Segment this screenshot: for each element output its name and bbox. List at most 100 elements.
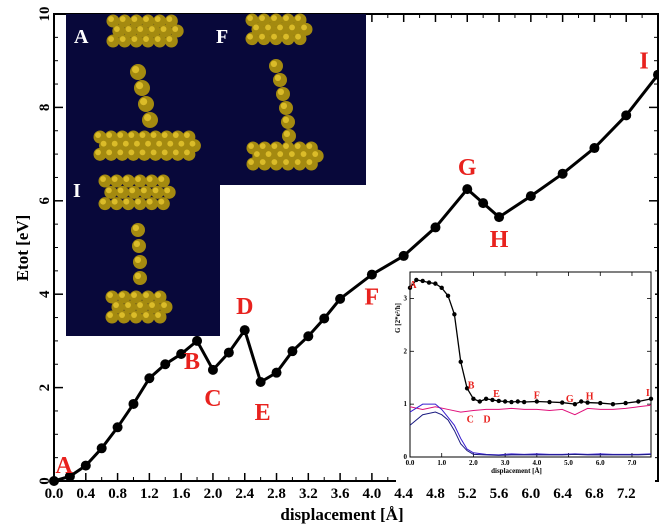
inset-data-point bbox=[433, 281, 438, 286]
data-point bbox=[144, 373, 155, 384]
atom-highlight bbox=[253, 151, 260, 157]
atom-highlight bbox=[125, 26, 132, 32]
point-label-g: G bbox=[458, 155, 477, 181]
atom-highlight bbox=[129, 187, 136, 194]
inset-series-3 bbox=[409, 403, 652, 456]
atom-highlight bbox=[184, 132, 190, 138]
atom-highlight bbox=[131, 36, 138, 42]
atom-highlight bbox=[184, 149, 190, 156]
atom-highlight bbox=[122, 140, 129, 147]
inset-data-point bbox=[477, 399, 482, 404]
atom-highlight bbox=[95, 132, 101, 138]
y-tick-label: 10 bbox=[37, 7, 53, 22]
atom-highlight bbox=[271, 33, 277, 40]
atom-highlight bbox=[155, 292, 161, 298]
inset-chart: 0.0 1.0 2.0 3.0 4.0 5.0 6.0 7.0 0 1 2 3 displacement… bbox=[394, 270, 655, 485]
atom-highlight bbox=[306, 143, 313, 149]
atom-highlight bbox=[154, 16, 161, 22]
y-tick-label: 2 bbox=[37, 384, 53, 392]
data-point bbox=[160, 359, 171, 370]
atom-highlight bbox=[132, 224, 140, 232]
point-label-d: D bbox=[236, 294, 253, 320]
data-point bbox=[80, 460, 91, 471]
atom-highlight bbox=[155, 312, 161, 318]
atom-highlight bbox=[271, 143, 278, 149]
atom-highlight bbox=[300, 151, 307, 157]
data-point bbox=[335, 293, 346, 304]
x-tick-label: 3.2 bbox=[299, 486, 318, 502]
inset-data-point bbox=[521, 399, 527, 405]
x-tick-label: 4.4 bbox=[394, 486, 413, 502]
atom-highlight bbox=[161, 132, 168, 138]
atom-highlight bbox=[274, 74, 282, 82]
atom-highlight bbox=[178, 140, 185, 147]
atom-highlight bbox=[259, 15, 265, 21]
inset-point-label-c: C bbox=[467, 414, 474, 425]
inset-data-point bbox=[483, 396, 489, 402]
atom-highlight bbox=[146, 176, 153, 182]
inset-point-label-h: H bbox=[586, 392, 594, 403]
atom-highlight bbox=[144, 114, 152, 122]
inset-data-point bbox=[496, 398, 501, 404]
x-tick-label: 0.4 bbox=[76, 486, 95, 502]
data-point bbox=[478, 198, 489, 209]
inset-data-point bbox=[426, 280, 432, 285]
atom-highlight bbox=[143, 36, 149, 42]
atom-highlight bbox=[123, 198, 130, 205]
structure-f bbox=[245, 13, 324, 171]
atom-highlight bbox=[306, 159, 313, 165]
inset-x-tick-label: 5.0 bbox=[564, 459, 573, 467]
atom-highlight bbox=[247, 33, 253, 40]
inset-y-tick-label: 1 bbox=[404, 400, 408, 408]
point-label-h: H bbox=[490, 227, 509, 253]
atom-highlight bbox=[283, 33, 289, 40]
atom-highlight bbox=[128, 149, 135, 156]
atom-highlight bbox=[119, 312, 125, 318]
atom-highlight bbox=[105, 187, 112, 194]
atom-highlight bbox=[172, 26, 179, 32]
atom-highlight bbox=[152, 187, 159, 194]
atom-highlight bbox=[111, 176, 118, 182]
data-point bbox=[271, 367, 282, 378]
atom-highlight bbox=[271, 15, 277, 21]
panel-label-f: F bbox=[216, 26, 228, 48]
atom-highlight bbox=[143, 312, 149, 318]
atom-highlight bbox=[119, 36, 126, 42]
point-label-a: A bbox=[55, 453, 73, 479]
atom-highlight bbox=[125, 302, 131, 308]
atom-highlight bbox=[283, 15, 289, 21]
x-tick-label: 1.2 bbox=[140, 486, 159, 502]
x-tick-label: 2.0 bbox=[204, 486, 223, 502]
atom-highlight bbox=[113, 26, 120, 32]
inset-data-point bbox=[648, 396, 654, 402]
y-axis-title: Etot [eV] bbox=[13, 215, 32, 282]
atom-highlight bbox=[137, 26, 144, 32]
data-point bbox=[192, 335, 203, 346]
atom-highlight bbox=[158, 176, 165, 182]
atom-highlight bbox=[270, 60, 278, 68]
inset-point-label-a: A bbox=[409, 280, 417, 291]
atom-highlight bbox=[131, 312, 137, 318]
data-point bbox=[223, 347, 234, 358]
data-point bbox=[319, 313, 330, 324]
inset-data-point bbox=[534, 399, 540, 404]
inset-point-label-b: B bbox=[468, 380, 475, 391]
atom-highlight bbox=[128, 132, 135, 138]
atom-highlight bbox=[277, 88, 285, 96]
atom-highlight bbox=[150, 149, 157, 156]
atom-highlight bbox=[134, 272, 142, 280]
inset-x-axis-title: displacement [Å] bbox=[491, 467, 542, 475]
inset-x-tick-label: 1.0 bbox=[437, 459, 446, 467]
atom-highlight bbox=[107, 292, 113, 298]
atom-highlight bbox=[139, 149, 146, 156]
inset-y-tick-label: 3 bbox=[404, 294, 408, 302]
atom-highlight bbox=[312, 151, 319, 157]
panel-label-i: I bbox=[73, 180, 81, 202]
inset-data-point bbox=[452, 312, 457, 317]
data-point bbox=[398, 250, 409, 261]
data-point bbox=[430, 222, 441, 233]
atom-highlight bbox=[282, 116, 290, 124]
inset-data-point bbox=[610, 401, 616, 407]
inset-point-label-i: I bbox=[646, 388, 650, 399]
